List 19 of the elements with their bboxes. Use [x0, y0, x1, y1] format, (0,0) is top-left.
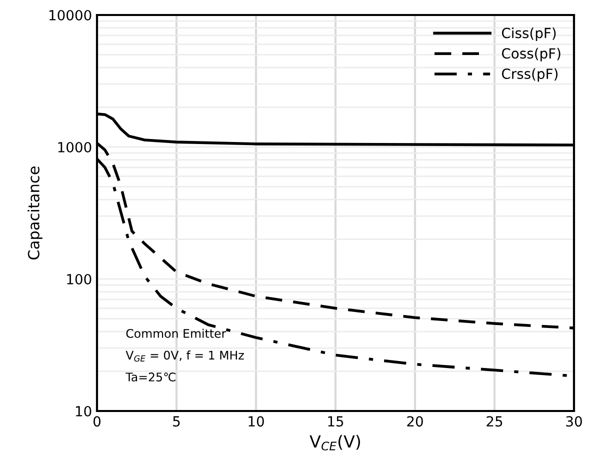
annotation: Common Emitter [126, 328, 226, 338]
y-tick-label: 10000 [49, 10, 92, 20]
x-tick-label: 0 [93, 416, 100, 427]
y-axis-title: Capacitance [28, 166, 42, 260]
x-tick-label: 15 [328, 416, 344, 427]
legend-label: Crss(pF) [502, 68, 558, 82]
annotation: Ta=25℃ [126, 372, 176, 382]
x-tick-label: 10 [248, 416, 264, 427]
legend-label: Ciss(pF) [502, 28, 556, 41]
y-tick-label: 1000 [58, 142, 92, 152]
x-tick-label: 5 [173, 416, 180, 427]
annotation: V$_{GE}$ = 0V, f = 1 MHz [126, 350, 244, 362]
y-tick-label: 100 [67, 274, 92, 284]
y-tick-label: 10 [76, 406, 92, 416]
x-tick-label: 25 [486, 416, 502, 427]
legend-label: Coss(pF) [502, 48, 560, 62]
x-axis-title: V$_{CE}$(V) [310, 434, 360, 450]
x-tick-label: 30 [566, 416, 582, 427]
x-tick-label: 20 [407, 416, 423, 427]
